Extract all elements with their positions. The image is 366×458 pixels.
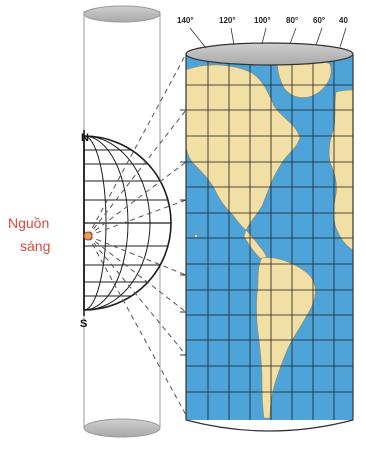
cylinder-bottom-cap	[83, 418, 161, 438]
light-source-point	[83, 231, 93, 241]
edge-ticks	[180, 109, 186, 356]
map-cylinder	[180, 27, 354, 432]
light-source-label-line1: Nguồn	[8, 215, 50, 231]
cylinder-top-cap	[83, 5, 161, 23]
map-cylinder-bottom	[185, 419, 354, 432]
light-source-label-line2: sáng	[20, 238, 51, 254]
longitude-label: 140°	[177, 16, 194, 25]
longitude-label: 40	[339, 16, 348, 25]
longitude-leaders	[189, 27, 347, 49]
islands	[194, 234, 198, 238]
map-cylinder-top	[185, 42, 354, 66]
longitude-label: 120°	[219, 16, 236, 25]
longitude-label: 60°	[313, 16, 326, 25]
north-america	[186, 64, 301, 231]
longitude-label: 80°	[286, 16, 299, 25]
south-pole-label: S	[80, 318, 88, 330]
longitude-label: 100°	[254, 16, 271, 25]
north-pole-label: N	[81, 132, 89, 144]
map-graticule	[186, 54, 353, 420]
globe	[83, 130, 172, 316]
projection-rays	[87, 53, 187, 416]
